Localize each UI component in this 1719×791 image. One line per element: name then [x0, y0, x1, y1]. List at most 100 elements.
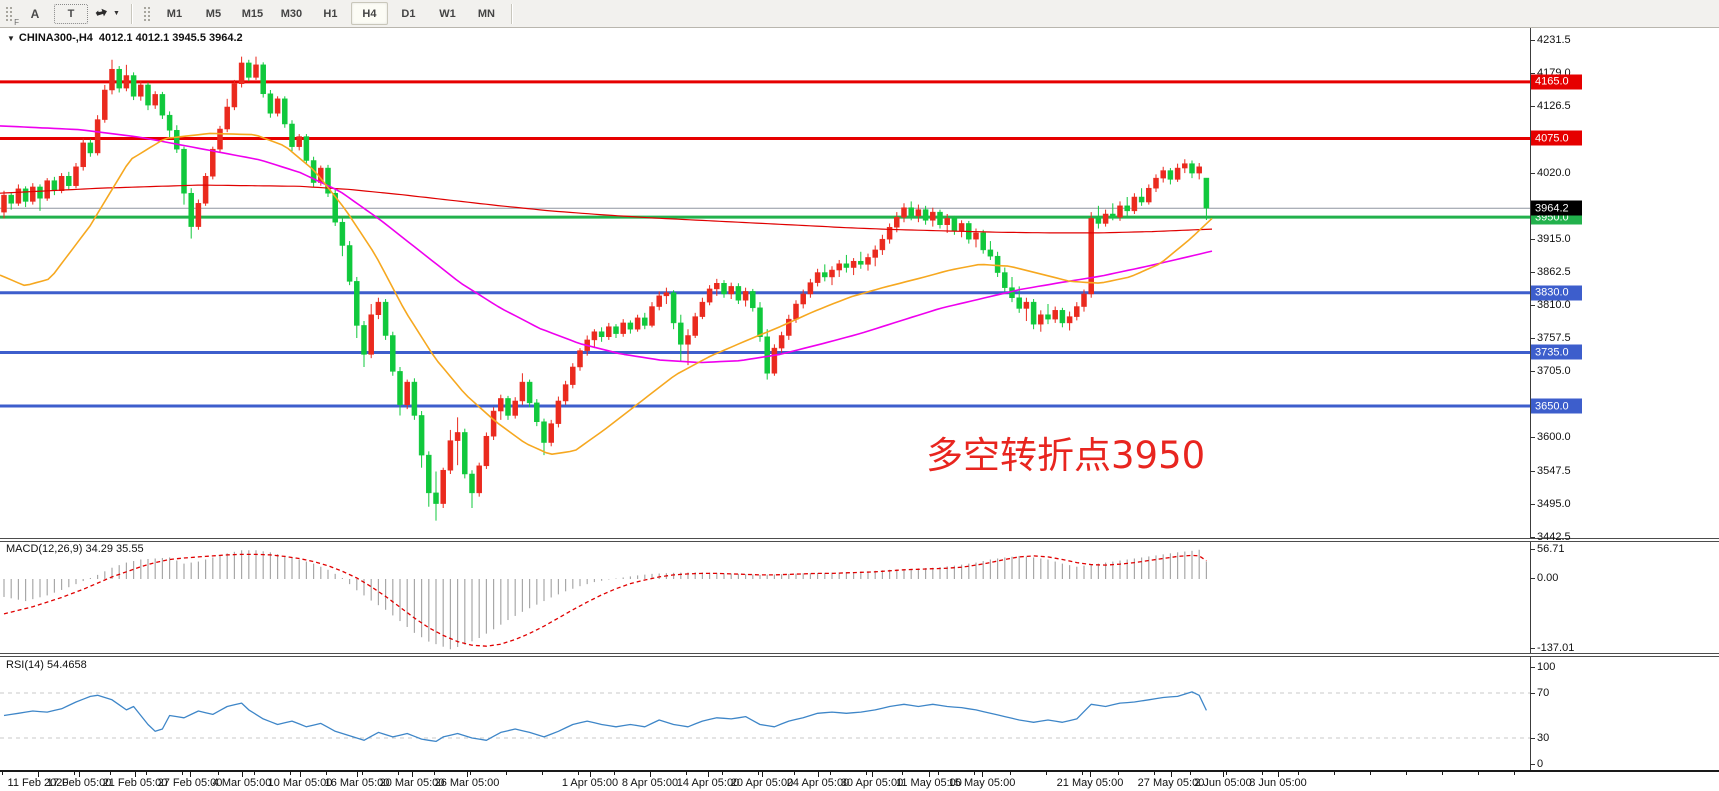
main-chart-canvas[interactable]	[0, 28, 1530, 538]
time-label: 16 Mar 05:00	[324, 777, 390, 789]
timeframe-grip-icon[interactable]	[141, 4, 151, 23]
time-minor-tick	[1298, 772, 1299, 775]
candle-body	[548, 423, 554, 443]
candle-body	[879, 238, 886, 251]
candle-body	[814, 272, 821, 283]
candle-body	[656, 295, 662, 307]
rsi-line	[3, 691, 1207, 743]
symbol-dropdown-icon[interactable]: ▼	[7, 34, 15, 43]
rsi-label: RSI(14) 54.4658	[6, 659, 87, 671]
rsi-tick-70: 70	[1537, 687, 1550, 699]
axis-tick-mark	[1530, 578, 1535, 579]
rsi-tick-0: 0	[1537, 758, 1544, 770]
price-tick-4231.5: 4231.5	[1537, 33, 1571, 46]
time-minor-tick	[218, 772, 219, 775]
indicator-arrows-button[interactable]: ▼	[90, 2, 125, 25]
time-tick-mark	[818, 772, 819, 777]
time-label: 20 Mar 05:00	[379, 777, 445, 789]
candle-body	[714, 283, 720, 290]
time-axis[interactable]: 11 Feb 2020 17 Feb 05:00 21 Feb 05:00 27 Fe…	[0, 770, 1719, 791]
axis-tick-mark	[1530, 106, 1535, 108]
time-minor-tick	[1334, 772, 1335, 775]
candle-body	[1182, 163, 1188, 169]
candle-body	[447, 440, 454, 471]
candle-body	[944, 218, 950, 225]
time-tick-mark	[79, 772, 80, 777]
dropdown-caret-icon[interactable]: ▼	[113, 10, 120, 17]
panel-separator[interactable]	[0, 656, 1719, 657]
level-price-tag-3650.0: 3650.0	[1531, 398, 1582, 414]
candle-body	[166, 114, 173, 131]
time-minor-tick	[1082, 772, 1083, 775]
time-minor-tick	[722, 772, 723, 775]
candle-body	[577, 350, 583, 368]
macd-panel-canvas[interactable]	[0, 542, 1530, 653]
timeframe-button-w1[interactable]: W1	[439, 7, 456, 20]
candle-body	[519, 381, 526, 402]
price-tick-4020.0: 4020.0	[1537, 167, 1571, 180]
time-minor-tick	[1046, 772, 1047, 775]
candle-body	[627, 322, 634, 330]
candle-body	[462, 432, 468, 475]
candle-body	[771, 347, 778, 374]
panel-separator[interactable]	[0, 538, 1719, 539]
timeframe-button-m30[interactable]: M30	[280, 7, 303, 20]
timeframe-button-group: M1 M5 M15 M30 H1 H4 D1 W1 MN	[155, 2, 506, 25]
price-tick-4126.5: 4126.5	[1537, 100, 1571, 113]
time-minor-tick	[1154, 772, 1155, 775]
candle-body	[663, 292, 670, 297]
time-minor-tick	[758, 772, 759, 775]
candle-body	[58, 175, 65, 191]
timeframe-button-d1[interactable]: D1	[401, 7, 416, 20]
time-minor-tick	[146, 772, 147, 775]
candle-body	[490, 410, 497, 437]
candle-body	[476, 465, 482, 494]
candle-body	[570, 366, 576, 385]
timeframe-button-m1[interactable]: M1	[166, 7, 183, 20]
macd-tick-56.71: 56.71	[1537, 543, 1565, 555]
timeframe-button-mn[interactable]: MN	[477, 7, 495, 20]
candle-body	[397, 371, 403, 405]
timeframe-button-h1[interactable]: H1	[323, 7, 338, 20]
candle-body	[1081, 293, 1087, 307]
time-tick-mark	[872, 772, 873, 777]
candle-body	[973, 232, 979, 240]
time-minor-tick	[1190, 772, 1191, 775]
toolbar-grip-icon[interactable]: F	[4, 4, 19, 27]
level-price-tag-3830.0: 3830.0	[1531, 285, 1582, 301]
candle-body	[224, 106, 230, 130]
chart-header: ▼ CHINA300-,H4 4012.1 4012.1 3945.5 3964.2	[7, 32, 243, 44]
candle-body	[66, 175, 72, 186]
candle-body	[685, 335, 691, 345]
time-minor-tick	[830, 772, 831, 775]
candle-body	[346, 245, 353, 282]
timeframe-button-m15[interactable]: M15	[241, 7, 264, 20]
timeframe-button-m5[interactable]: M5	[205, 7, 222, 20]
panel-separator[interactable]	[0, 653, 1719, 654]
time-label: 11 May 05:00	[896, 777, 962, 789]
time-minor-tick	[434, 772, 435, 775]
panel-separator[interactable]	[0, 541, 1719, 542]
axis-tick-mark	[1530, 73, 1535, 74]
candle-body	[721, 283, 727, 295]
text-tool-button[interactable]: T	[54, 3, 88, 24]
ma-fast-orange-line	[0, 132, 1213, 456]
candle-body	[1023, 301, 1030, 309]
time-minor-tick	[110, 772, 111, 775]
axis-tick-mark	[1530, 536, 1535, 538]
price-tick-3810.0: 3810.0	[1537, 299, 1571, 312]
rsi-tick-30: 30	[1537, 732, 1550, 744]
candle-body	[901, 207, 907, 218]
time-tick-mark	[300, 772, 301, 777]
time-minor-tick	[1478, 772, 1479, 775]
candle-body	[1203, 177, 1210, 209]
time-minor-tick	[614, 772, 615, 775]
macd-label: MACD(12,26,9) 34.29 35.55	[6, 543, 144, 555]
time-label: 21 May 05:00	[1056, 777, 1124, 789]
rsi-panel-canvas[interactable]	[0, 657, 1530, 770]
rsi-axis-border	[1530, 657, 1531, 770]
timeframe-button-h4[interactable]: H4	[350, 2, 388, 25]
label-tool-button[interactable]: A	[30, 6, 40, 21]
candle-body	[8, 194, 14, 204]
candle-body	[1110, 213, 1116, 218]
